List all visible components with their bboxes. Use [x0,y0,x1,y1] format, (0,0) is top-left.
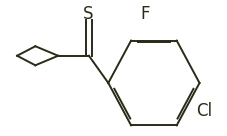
Text: F: F [139,5,149,23]
Text: S: S [82,5,93,23]
Text: Cl: Cl [195,102,211,120]
